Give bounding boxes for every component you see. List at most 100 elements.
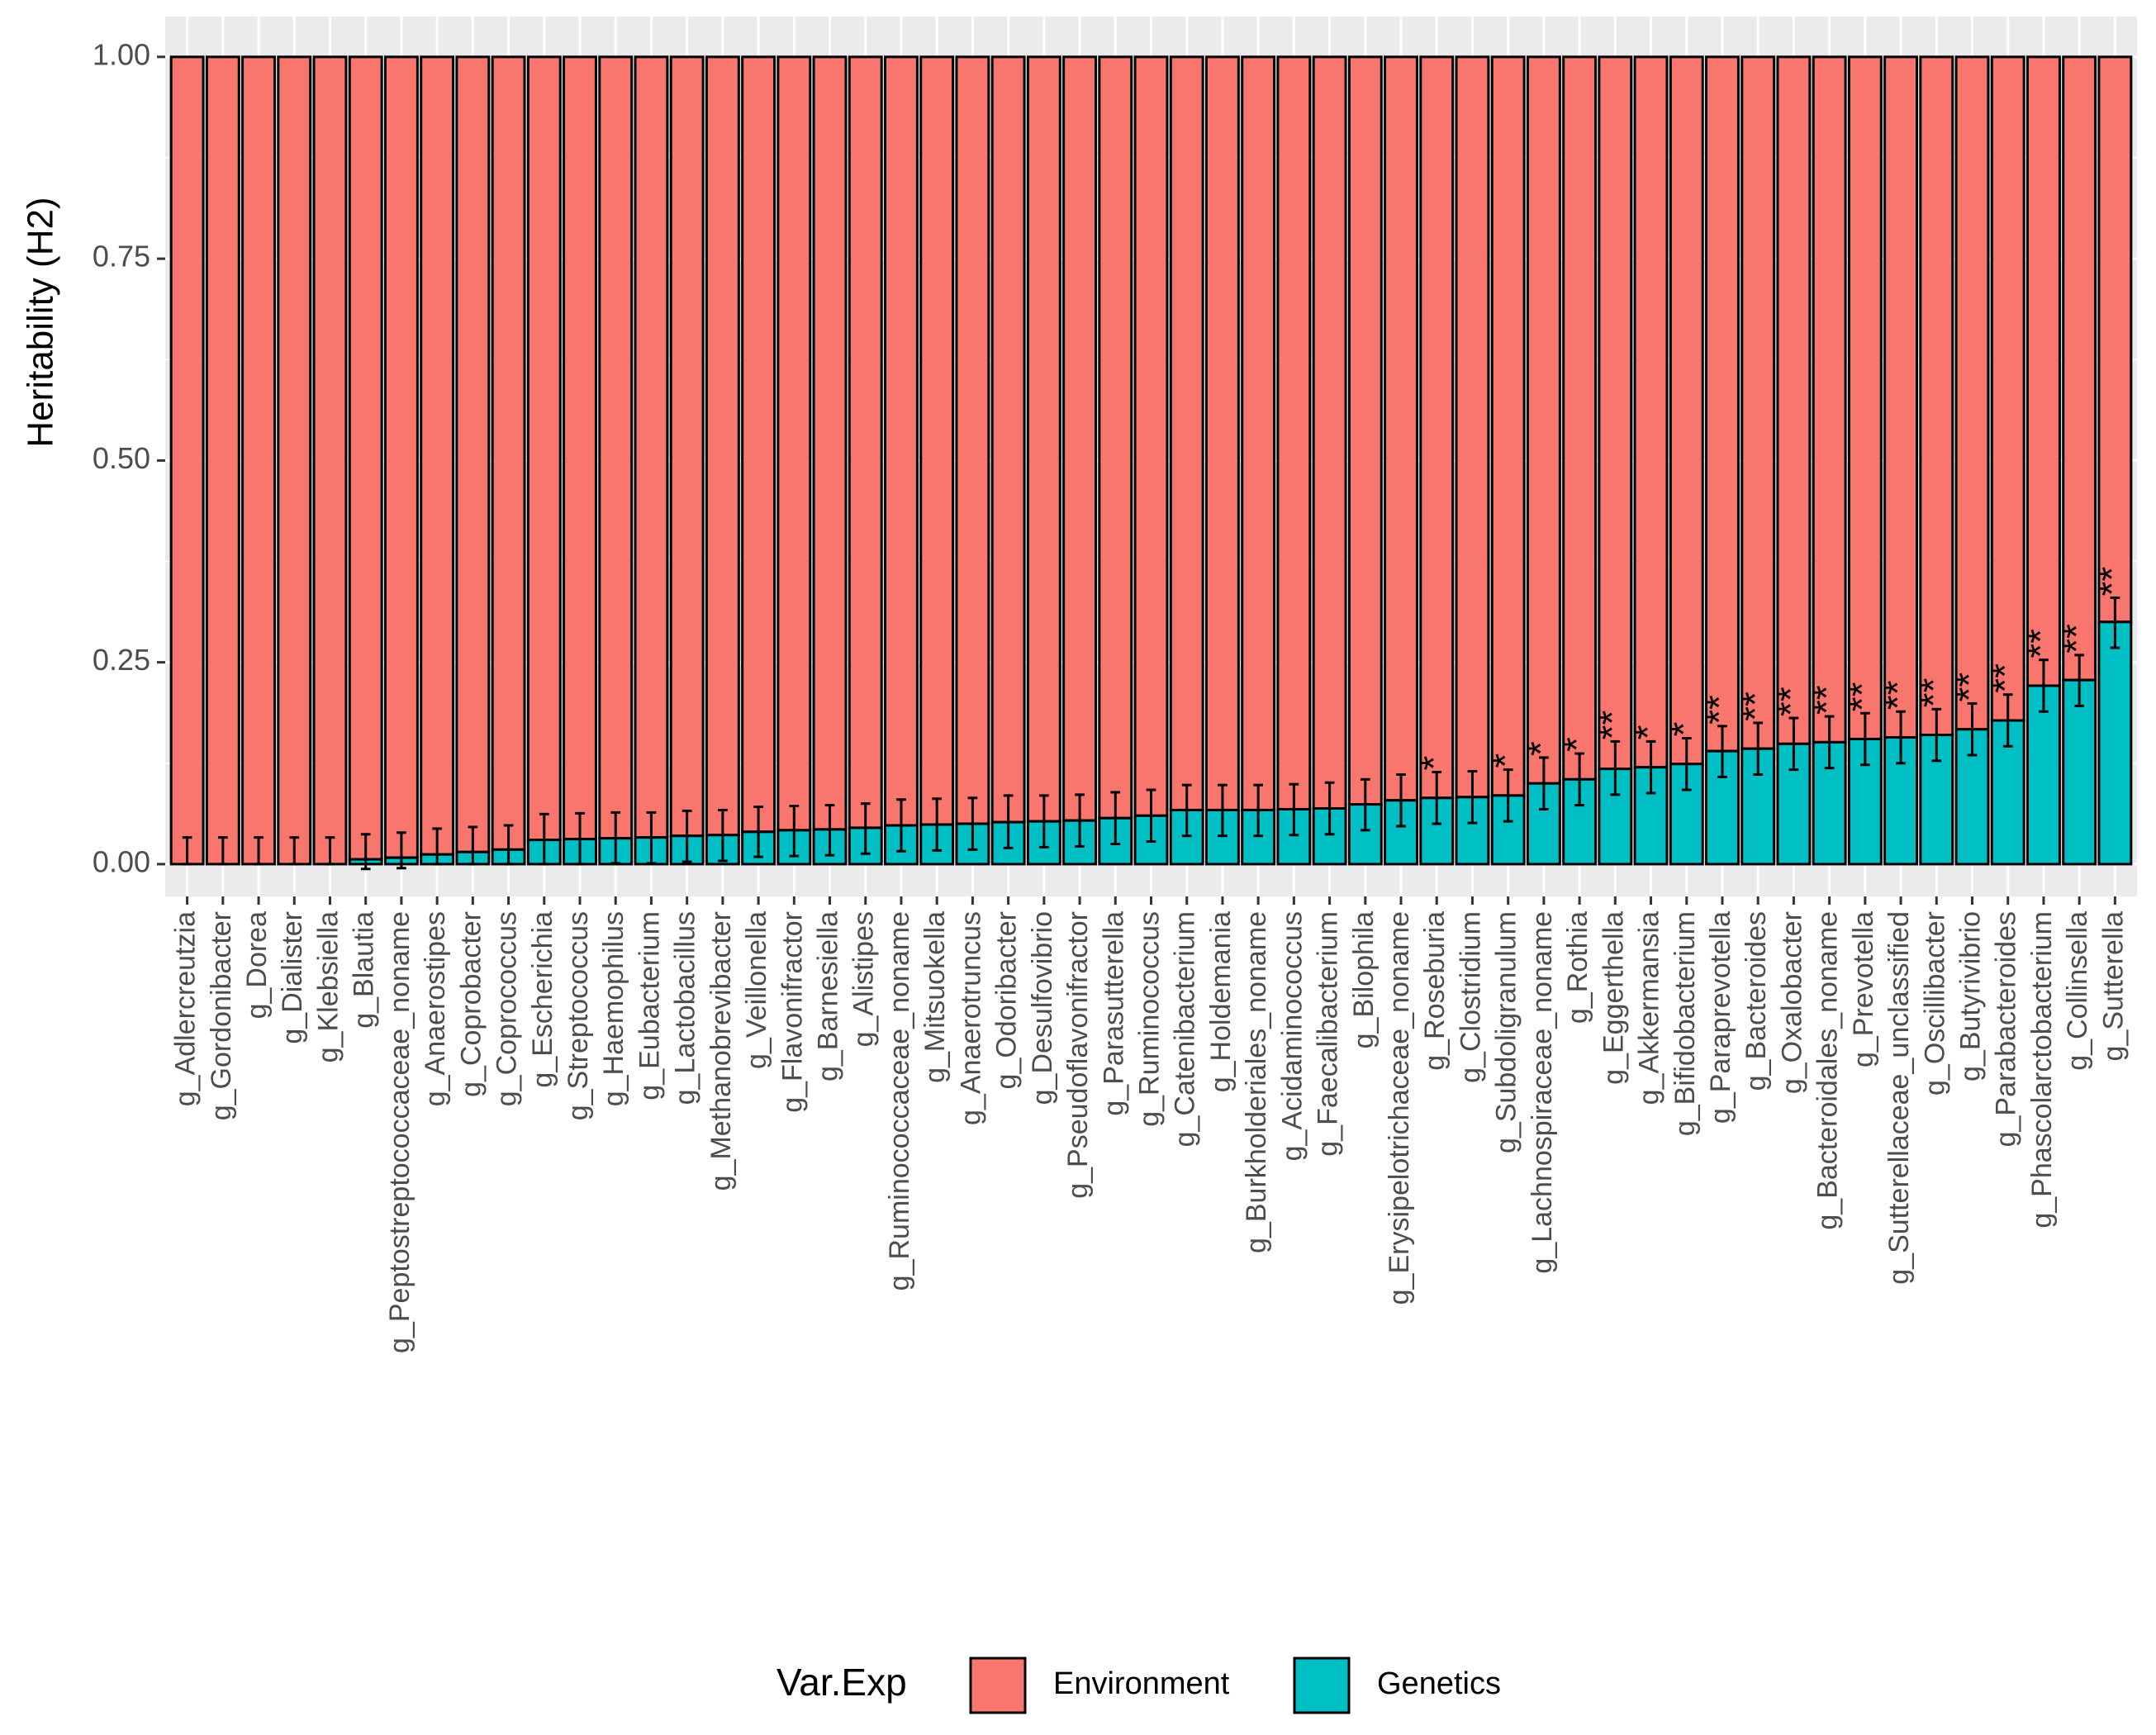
significance-label: ** bbox=[1769, 687, 1812, 716]
bar-environment bbox=[1562, 55, 1598, 781]
significance-label: ** bbox=[1840, 682, 1883, 711]
significance-label: ** bbox=[1590, 711, 1633, 740]
x-tick-label: g_Lachnospiraceae_noname bbox=[1527, 911, 1558, 1274]
bar-genetics bbox=[2062, 678, 2097, 866]
error-bar bbox=[1110, 791, 1121, 845]
bar-environment bbox=[205, 55, 240, 866]
x-tick-label: g_Sutterellaceae_unclassified bbox=[1883, 911, 1915, 1285]
y-tick-label: 0.25 bbox=[93, 643, 150, 677]
bar-environment bbox=[1705, 55, 1740, 753]
bar-environment bbox=[1526, 55, 1561, 785]
error-bar bbox=[1181, 783, 1192, 838]
bar-environment bbox=[705, 55, 740, 837]
error-bar bbox=[182, 836, 192, 866]
y-tick-label: 1.00 bbox=[93, 37, 150, 71]
x-tick-label: g_Parabacteroides bbox=[1991, 911, 2022, 1147]
error-bar bbox=[1360, 777, 1370, 832]
x-tick-label: g_Dorea bbox=[241, 911, 273, 1020]
x-tick-label: g_Erysipelotrichaceae_noname bbox=[1384, 911, 1415, 1305]
x-tick-label: g_Oxalobacter bbox=[1776, 911, 1807, 1094]
error-bar bbox=[967, 796, 978, 851]
significance-label: ** bbox=[1805, 685, 1848, 715]
x-tick-label: g_Bacteroides bbox=[1740, 911, 1772, 1091]
bar-environment bbox=[1669, 55, 1704, 766]
error-bar bbox=[1574, 752, 1584, 807]
x-tick-label: g_Eubacterium bbox=[634, 911, 665, 1100]
bar-environment bbox=[1276, 55, 1312, 810]
bar-environment bbox=[1312, 55, 1347, 810]
error-bar bbox=[1681, 736, 1692, 791]
x-tick-label: g_Klebsiella bbox=[312, 911, 344, 1062]
legend: Var.Exp Environment Genetics bbox=[776, 1657, 1501, 1714]
error-bar bbox=[432, 827, 442, 866]
error-bar bbox=[1717, 725, 1727, 778]
error-bar bbox=[1753, 721, 1764, 776]
y-axis-title: Heritability (H2) bbox=[21, 197, 61, 447]
x-tick-label: g_Haemophilus bbox=[598, 911, 629, 1106]
legend-title: Var.Exp bbox=[776, 1661, 907, 1704]
significance-label: ** bbox=[1983, 663, 2026, 693]
bar-environment bbox=[1169, 55, 1204, 811]
bar-environment bbox=[1133, 55, 1169, 817]
x-tick-label: g_Burkholderiales_noname bbox=[1241, 911, 1272, 1253]
x-tick-label: g_Holdemania bbox=[1205, 911, 1237, 1092]
bar-environment bbox=[2026, 55, 2061, 687]
bar-environment bbox=[1954, 55, 1990, 731]
error-bar bbox=[1896, 710, 1906, 765]
error-bar bbox=[1396, 772, 1406, 828]
bar-environment bbox=[776, 55, 812, 832]
error-bar bbox=[1931, 707, 1942, 763]
error-bar bbox=[1218, 783, 1228, 838]
error-bar bbox=[2074, 654, 2085, 707]
bar-genetics bbox=[741, 830, 776, 866]
legend-label-environment: Environment bbox=[1053, 1666, 1230, 1701]
error-bars bbox=[182, 596, 2120, 871]
bar-environment bbox=[455, 55, 491, 853]
significance-label: * bbox=[1484, 753, 1527, 768]
x-tick-label: g_Flavonifractor bbox=[776, 911, 808, 1113]
bar-environment bbox=[526, 55, 562, 842]
legend-label-genetics: Genetics bbox=[1377, 1666, 1501, 1701]
x-tick-label: g_Eggerthella bbox=[1598, 911, 1629, 1085]
error-bar bbox=[753, 806, 763, 858]
error-bar bbox=[1003, 794, 1014, 849]
bar-environment bbox=[990, 55, 1026, 824]
bar-environment bbox=[955, 55, 990, 825]
bar-genetics bbox=[990, 820, 1026, 866]
x-tick-label: g_Lactobacillus bbox=[670, 911, 701, 1105]
x-tick-label: g_Bacteroidales_noname bbox=[1812, 911, 1844, 1230]
bar-environment bbox=[1883, 55, 1919, 739]
x-axis: g_Adlercreutzia g_Gordonibacter g_Dorea g_D… bbox=[170, 896, 2129, 1353]
error-bar bbox=[397, 831, 406, 870]
x-tick-label: g_Streptococcus bbox=[563, 911, 594, 1120]
x-tick-label: g_Bifidobacterium bbox=[1669, 911, 1701, 1136]
error-bar bbox=[896, 798, 906, 853]
error-bar bbox=[718, 808, 728, 863]
x-tick-label: g_Dialister bbox=[277, 911, 308, 1044]
significance-label: * bbox=[1626, 725, 1669, 739]
bar-environment bbox=[1098, 55, 1133, 820]
y-tick-label: 0.00 bbox=[93, 844, 150, 878]
error-bar bbox=[254, 836, 264, 866]
x-tick-label: g_Oscillibacter bbox=[1919, 911, 1950, 1096]
bar-environment bbox=[741, 55, 776, 834]
bar-environment bbox=[1740, 55, 1776, 750]
significance-label: ** bbox=[1698, 695, 1740, 725]
bar-environment bbox=[277, 55, 312, 866]
x-tick-label: g_Barnesiella bbox=[813, 911, 844, 1081]
x-tick-label: g_Coprococcus bbox=[492, 911, 523, 1106]
error-bar bbox=[646, 810, 657, 865]
x-tick-label: g_Phascolarctobacterium bbox=[2026, 911, 2058, 1229]
bar-environment bbox=[1204, 55, 1240, 811]
x-tick-label: g_Paraprevotella bbox=[1705, 911, 1736, 1124]
error-bar bbox=[325, 836, 335, 866]
error-bar bbox=[2110, 596, 2120, 649]
error-bar bbox=[289, 836, 300, 866]
x-tick-label: g_Acidaminococcus bbox=[1276, 911, 1308, 1161]
bar-environment bbox=[383, 55, 419, 859]
significance-label: ** bbox=[1948, 673, 1991, 702]
bar-environment bbox=[1919, 55, 1954, 737]
x-tick-label: g_Anaerotruncus bbox=[955, 911, 986, 1125]
error-bar bbox=[1860, 711, 1870, 767]
